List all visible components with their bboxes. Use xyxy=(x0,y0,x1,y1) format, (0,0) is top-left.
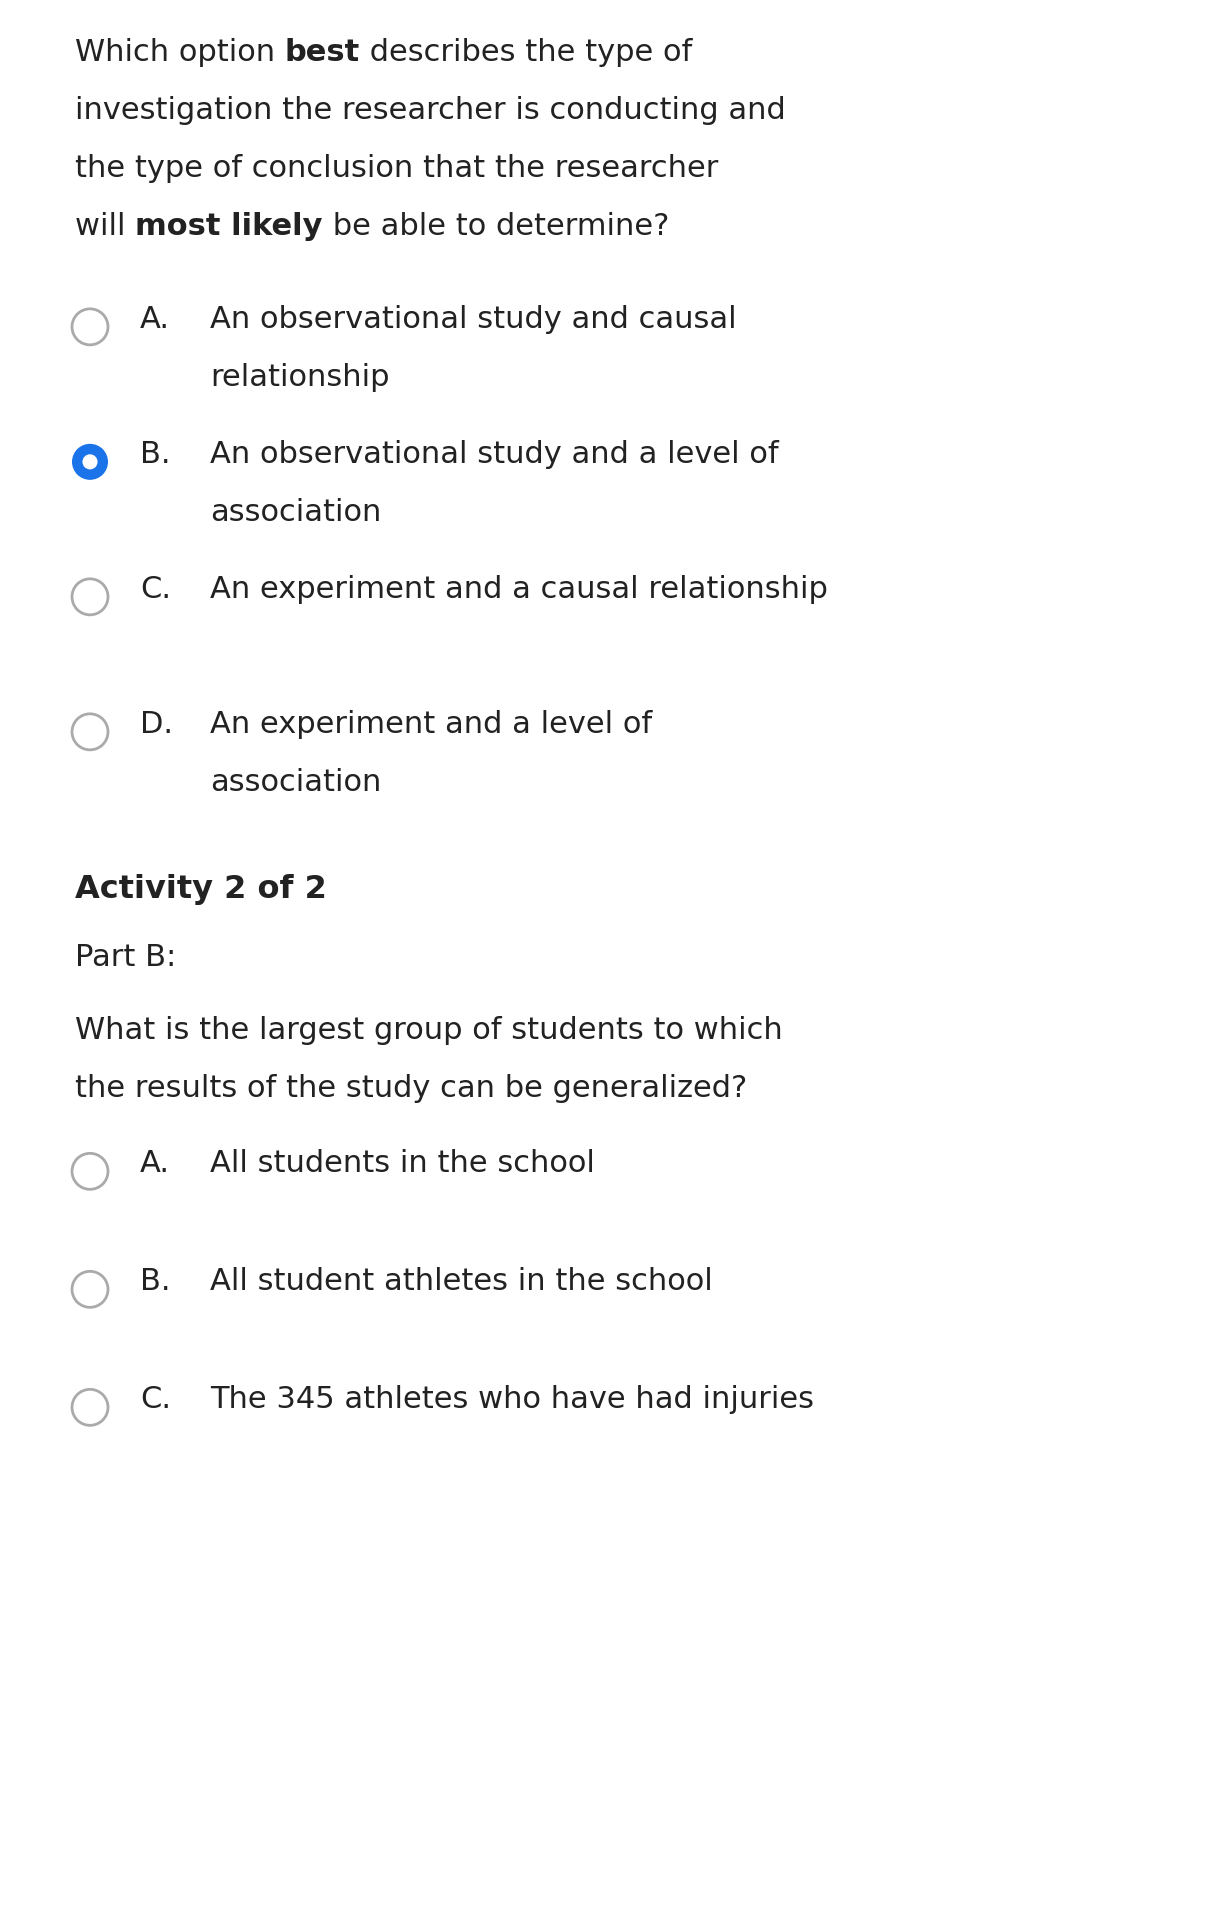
Circle shape xyxy=(72,309,108,345)
Text: will: will xyxy=(75,212,135,241)
Text: association: association xyxy=(210,768,382,797)
Circle shape xyxy=(72,714,108,750)
Text: B.: B. xyxy=(140,440,171,469)
Text: An observational study and a level of: An observational study and a level of xyxy=(210,440,779,469)
Text: A.: A. xyxy=(140,305,171,334)
Circle shape xyxy=(72,1154,108,1190)
Text: What is the largest group of students to which: What is the largest group of students to… xyxy=(75,1017,783,1046)
Text: A.: A. xyxy=(140,1150,171,1179)
Circle shape xyxy=(72,444,108,480)
Text: The 345 athletes who have had injuries: The 345 athletes who have had injuries xyxy=(210,1385,814,1414)
Text: Part B:: Part B: xyxy=(75,943,177,972)
Text: the results of the study can be generalized?: the results of the study can be generali… xyxy=(75,1074,747,1103)
Text: describes the type of: describes the type of xyxy=(361,39,692,68)
Text: An experiment and a level of: An experiment and a level of xyxy=(210,710,652,739)
Text: An experiment and a causal relationship: An experiment and a causal relationship xyxy=(210,575,828,604)
Circle shape xyxy=(72,1389,108,1426)
Text: investigation the researcher is conducting and: investigation the researcher is conducti… xyxy=(75,96,785,125)
Text: C.: C. xyxy=(140,575,171,604)
Text: association: association xyxy=(210,498,382,527)
Text: All students in the school: All students in the school xyxy=(210,1150,595,1179)
Circle shape xyxy=(82,455,98,469)
Circle shape xyxy=(72,579,108,615)
Text: B.: B. xyxy=(140,1267,171,1296)
Text: An observational study and causal: An observational study and causal xyxy=(210,305,736,334)
Text: most likely: most likely xyxy=(135,212,323,241)
Text: relationship: relationship xyxy=(210,363,389,392)
Text: Which option: Which option xyxy=(75,39,285,68)
Text: the type of conclusion that the researcher: the type of conclusion that the research… xyxy=(75,154,718,183)
Text: All student athletes in the school: All student athletes in the school xyxy=(210,1267,713,1296)
Text: D.: D. xyxy=(140,710,173,739)
Text: Activity 2 of 2: Activity 2 of 2 xyxy=(75,874,326,905)
Text: C.: C. xyxy=(140,1385,171,1414)
Text: best: best xyxy=(285,39,361,68)
Text: be able to determine?: be able to determine? xyxy=(323,212,669,241)
Circle shape xyxy=(72,1271,108,1308)
